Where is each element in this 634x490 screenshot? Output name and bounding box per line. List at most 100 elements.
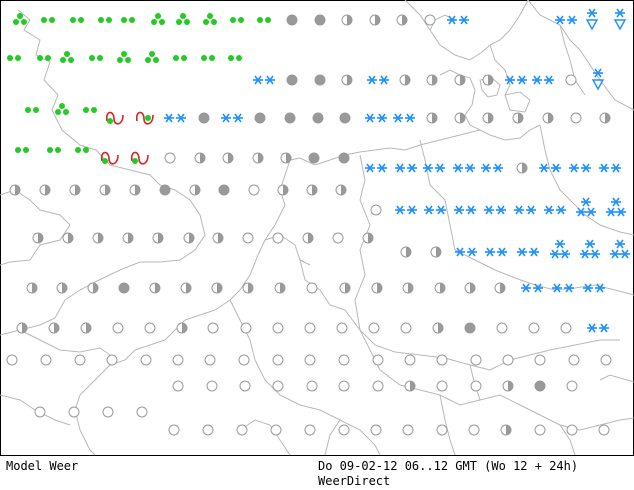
clear-icon — [206, 380, 218, 392]
forecast-time-label: Do 09-02-12 06..12 GMT (Wo 12 + 24h) — [318, 459, 579, 473]
drizzle-icon — [25, 107, 39, 113]
partly-cloudy-icon — [542, 112, 554, 124]
partly-cloudy-icon — [341, 74, 353, 86]
partly-cloudy-icon — [39, 184, 51, 196]
drizzle-icon — [173, 55, 187, 61]
snow-icon — [555, 15, 577, 25]
snow-icon — [569, 163, 591, 173]
drizzle-icon — [98, 17, 112, 23]
overcast-icon — [312, 112, 324, 124]
snow-icon — [424, 205, 446, 215]
partly-cloudy-icon — [426, 74, 438, 86]
snow-icon — [517, 247, 539, 257]
clear-icon — [370, 204, 382, 216]
clear-icon — [140, 354, 152, 366]
clear-icon — [68, 406, 80, 418]
clear-icon — [368, 322, 380, 334]
clear-icon — [172, 354, 184, 366]
overcast-icon — [286, 74, 298, 86]
partly-cloudy-icon — [87, 282, 99, 294]
partly-cloudy-icon — [152, 232, 164, 244]
thunderstorm-icon — [130, 151, 149, 165]
drizzle-icon — [75, 147, 89, 153]
clear-icon — [240, 322, 252, 334]
partly-cloudy-icon — [516, 162, 528, 174]
drizzle-icon — [230, 17, 244, 23]
rain-icon — [13, 13, 27, 25]
partly-cloudy-icon — [32, 232, 44, 244]
snow-icon — [485, 247, 507, 257]
overcast-icon — [218, 184, 230, 196]
drizzle-icon — [257, 17, 271, 23]
partly-cloudy-icon — [69, 184, 81, 196]
partly-cloudy-icon — [212, 232, 224, 244]
partly-cloudy-icon — [194, 152, 206, 164]
weather-symbols — [6, 8, 630, 436]
partly-cloudy-icon — [371, 282, 383, 294]
clear-icon — [242, 232, 254, 244]
clear-icon — [304, 354, 316, 366]
partly-cloudy-icon — [502, 380, 514, 392]
partly-cloudy-icon — [400, 246, 412, 258]
clear-icon — [207, 322, 219, 334]
partly-cloudy-icon — [180, 282, 192, 294]
clear-icon — [202, 424, 214, 436]
clear-icon — [424, 14, 436, 26]
clear-icon — [402, 424, 414, 436]
snow-icon — [453, 163, 475, 173]
drizzle-icon — [47, 147, 61, 153]
clear-icon — [306, 380, 318, 392]
snow-icon — [367, 75, 389, 85]
partly-cloudy-icon — [369, 14, 381, 26]
clear-icon — [238, 354, 250, 366]
partly-cloudy-icon — [335, 184, 347, 196]
clear-icon — [502, 354, 514, 366]
rain-icon — [151, 13, 165, 25]
partly-cloudy-icon — [274, 282, 286, 294]
clear-icon — [168, 424, 180, 436]
snow-icon — [505, 75, 527, 85]
overcast-icon — [286, 14, 298, 26]
partly-cloudy-icon — [396, 14, 408, 26]
drizzle-icon — [70, 17, 84, 23]
clear-icon — [172, 380, 184, 392]
partly-cloudy-icon — [122, 232, 134, 244]
partly-cloudy-icon — [362, 232, 374, 244]
drizzle-icon — [201, 55, 215, 61]
drizzle-icon — [83, 107, 97, 113]
snow-icon — [395, 163, 417, 173]
partly-cloudy-icon — [454, 74, 466, 86]
snow-shower-icon — [585, 8, 599, 31]
clear-icon — [40, 354, 52, 366]
snow-icon — [455, 247, 477, 257]
snow-icon — [423, 163, 445, 173]
thunderstorm-icon — [100, 151, 119, 165]
partly-cloudy-icon — [426, 112, 438, 124]
snow-icon — [532, 75, 554, 85]
clear-icon — [565, 74, 577, 86]
partly-cloudy-icon — [252, 152, 264, 164]
snow-icon — [447, 15, 469, 25]
clear-icon — [304, 322, 316, 334]
partly-cloudy-icon — [399, 74, 411, 86]
clear-icon — [338, 380, 350, 392]
partly-cloudy-icon — [482, 112, 494, 124]
clear-icon — [338, 424, 350, 436]
overcast-icon — [118, 282, 130, 294]
clear-icon — [468, 424, 480, 436]
clear-icon — [566, 424, 578, 436]
clear-icon — [436, 354, 448, 366]
snow-icon — [164, 113, 186, 123]
drizzle-icon — [121, 17, 135, 23]
snow-icon — [552, 283, 574, 293]
clear-icon — [372, 380, 384, 392]
clear-icon — [470, 354, 482, 366]
rain-icon — [55, 103, 69, 115]
snow-shower-icon — [613, 8, 627, 31]
snow-icon — [514, 205, 536, 215]
clear-icon — [270, 424, 282, 436]
snow-icon — [587, 323, 609, 333]
overcast-icon — [254, 112, 266, 124]
clear-icon — [102, 406, 114, 418]
snow-icon — [521, 283, 543, 293]
